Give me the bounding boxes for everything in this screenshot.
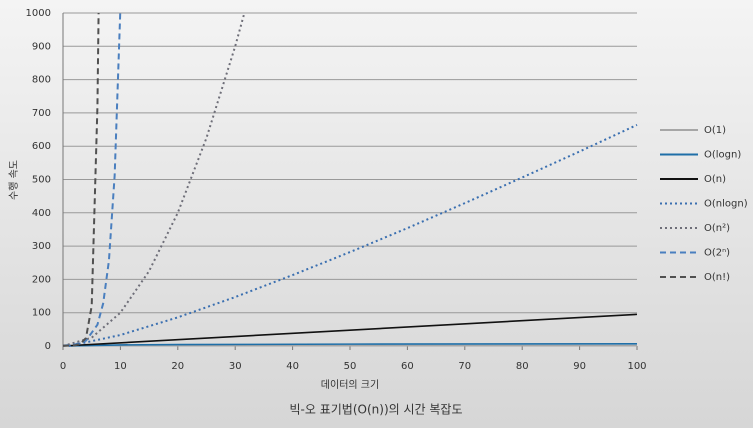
y-tick-label: 900 [32,41,51,52]
x-tick-label: 80 [516,361,529,372]
y-tick-label: 0 [45,341,51,352]
x-tick-label: 60 [401,361,414,372]
y-tick-label: 700 [32,108,51,119]
legend-label: O(1) [704,125,726,136]
x-tick-label: 50 [344,361,357,372]
legend-label: O(logn) [704,150,741,161]
y-tick-label: 400 [32,208,51,219]
legend-label: O(n²) [704,223,730,234]
y-axis-label: 수행 속도 [8,160,20,200]
legend-label: O(n!) [704,272,730,283]
legend-label: O(2ⁿ) [704,248,730,259]
x-tick-label: 20 [171,361,184,372]
x-tick-label: 90 [573,361,586,372]
x-tick-label: 0 [60,361,66,372]
series-line [63,13,100,347]
x-tick-label: 40 [286,361,299,372]
series-line [63,13,246,347]
x-tick-label: 100 [627,361,646,372]
x-tick-label: 10 [114,361,127,372]
y-tick-label: 800 [32,75,51,86]
x-tick-label: 30 [229,361,242,372]
legend-label: O(n) [704,174,726,185]
series-line [68,343,638,347]
y-tick-label: 600 [32,141,51,152]
y-tick-label: 300 [32,241,51,252]
plot-area [63,13,638,347]
y-tick-label: 100 [32,308,51,319]
chart-title: 빅-오 표기법(O(n))의 시간 복잡도 [290,403,463,417]
y-tick-label: 1000 [26,8,51,19]
x-axis-label: 데이터의 크기 [321,379,379,391]
series-line [68,123,638,347]
x-tick-label: 70 [458,361,471,372]
y-tick-label: 200 [32,274,51,285]
series-line [63,313,638,347]
y-tick-label: 500 [32,175,51,186]
legend-label: O(nlogn) [704,199,748,210]
